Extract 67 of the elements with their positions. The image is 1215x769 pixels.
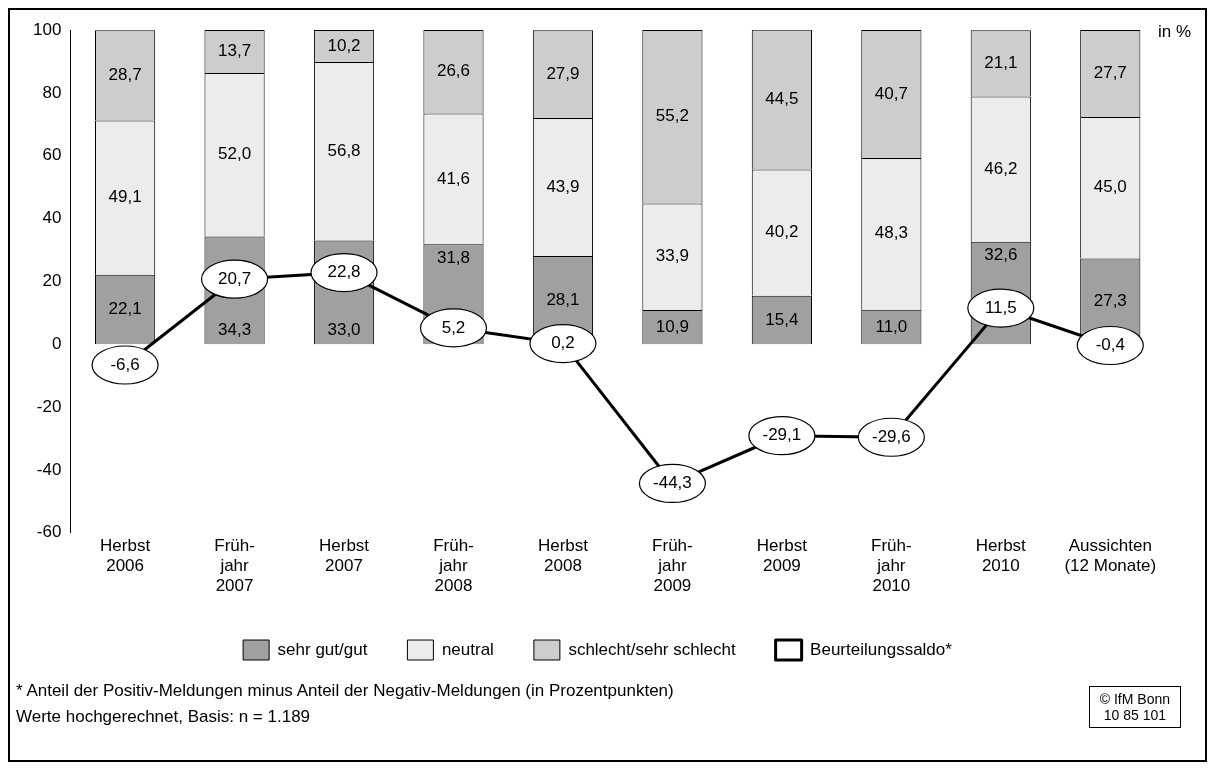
y-tick-label: -20 — [36, 396, 62, 416]
y-tick-label: -40 — [36, 459, 62, 479]
data-label: 45,0 — [1093, 177, 1127, 197]
data-label: 11,0 — [875, 316, 908, 336]
y-tick-label: -60 — [36, 522, 62, 542]
data-label: 28,1 — [546, 289, 580, 309]
text: * Anteil der Positiv-Meldungen minus Anteil der Negativ-Meldungen (in Prozentpunkten) — [16, 680, 674, 702]
data-label: 15,4 — [765, 309, 799, 329]
data-label: 27,3 — [1093, 291, 1127, 311]
y-tick-label: 0 — [51, 333, 62, 353]
data-label: 10,2 — [327, 35, 361, 55]
text: Werte hochgerechnet, Basis: n = 1.189 — [16, 706, 312, 728]
y-tick-label: 60 — [42, 145, 62, 165]
data-label: 52,0 — [218, 144, 252, 164]
data-label: 56,8 — [327, 140, 361, 160]
data-label: 49,1 — [108, 187, 142, 207]
data-label: 10,9 — [655, 316, 689, 336]
data-label: 21,1 — [984, 53, 1018, 73]
data-label: 26,6 — [436, 61, 471, 81]
data-label: -0,4 — [1095, 335, 1125, 355]
data-label: 48,3 — [874, 223, 908, 243]
data-label: 22,1 — [108, 299, 142, 319]
data-label: 31,8 — [436, 248, 471, 268]
legend-label: sehr gut/gut — [277, 639, 368, 659]
x-tick-label: Herbst 2007 — [318, 535, 370, 576]
y-tick-label: 100 — [32, 19, 62, 39]
y-axis-title: in % — [1157, 22, 1191, 42]
x-tick-label: Früh- jahr 2010 — [871, 535, 912, 596]
data-label: 33,0 — [327, 319, 361, 339]
data-label: -44,3 — [653, 473, 692, 493]
data-label: 33,9 — [655, 246, 689, 266]
data-label: 41,6 — [436, 168, 471, 188]
data-label: 40,2 — [765, 222, 799, 242]
x-tick-label: Herbst 2010 — [975, 535, 1027, 576]
x-tick-label: Früh- jahr 2007 — [214, 535, 255, 596]
x-tick-label: Früh- jahr 2009 — [652, 535, 693, 596]
legend-label: neutral — [441, 639, 494, 659]
y-tick-label: 20 — [42, 271, 62, 291]
legend-label: Beurteilungssaldo* — [810, 639, 953, 659]
data-label: 27,7 — [1093, 63, 1127, 83]
text: © IfM Bonn 10 85 101 — [1088, 686, 1181, 728]
data-label: 11,5 — [984, 297, 1017, 317]
data-label: 34,3 — [218, 319, 252, 339]
data-label: 55,2 — [655, 106, 689, 126]
data-label: 44,5 — [765, 89, 799, 109]
data-label: 20,7 — [218, 268, 252, 288]
x-tick-label: Aussichten (12 Monate) — [1064, 535, 1157, 576]
x-tick-label: Früh- jahr 2008 — [433, 535, 474, 596]
x-tick-label: Herbst 2009 — [756, 535, 808, 576]
data-label: 46,2 — [984, 158, 1018, 178]
y-tick-label: 80 — [42, 82, 62, 102]
data-label: 5,2 — [441, 317, 466, 337]
x-tick-label: Herbst 2008 — [537, 535, 589, 576]
legend-label: schlecht/sehr schlecht — [568, 639, 736, 659]
data-label: 40,7 — [874, 83, 908, 103]
data-label: -29,6 — [871, 426, 911, 446]
y-tick-label: 40 — [42, 208, 62, 228]
data-label: 13,7 — [218, 41, 252, 61]
data-label: 0,2 — [551, 333, 575, 353]
data-label: -6,6 — [110, 354, 140, 374]
data-label: 27,9 — [546, 63, 580, 83]
data-label: 22,8 — [327, 262, 361, 282]
x-tick-label: Herbst 2006 — [100, 535, 151, 576]
data-label: 43,9 — [546, 176, 580, 196]
data-label: 28,7 — [108, 65, 142, 85]
data-label: -29,1 — [762, 425, 802, 445]
data-label: 32,6 — [984, 245, 1018, 265]
